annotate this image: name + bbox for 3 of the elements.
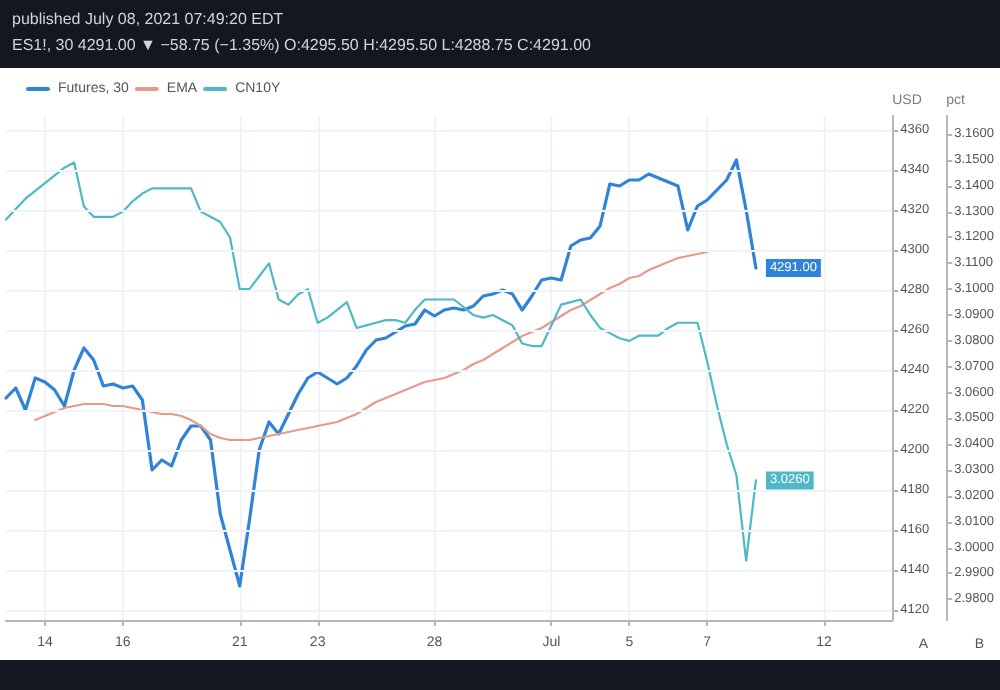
line-series (34, 250, 709, 442)
chart-subtitle: ES1!, 30 4291.00 ▼ −58.75 (−1.35%) O:4295.50 H:4295.50 L:4288.75 C:4291.00 (12, 34, 593, 58)
chart-title: published July 08, 2021 07:49:20 EDT (12, 8, 286, 32)
